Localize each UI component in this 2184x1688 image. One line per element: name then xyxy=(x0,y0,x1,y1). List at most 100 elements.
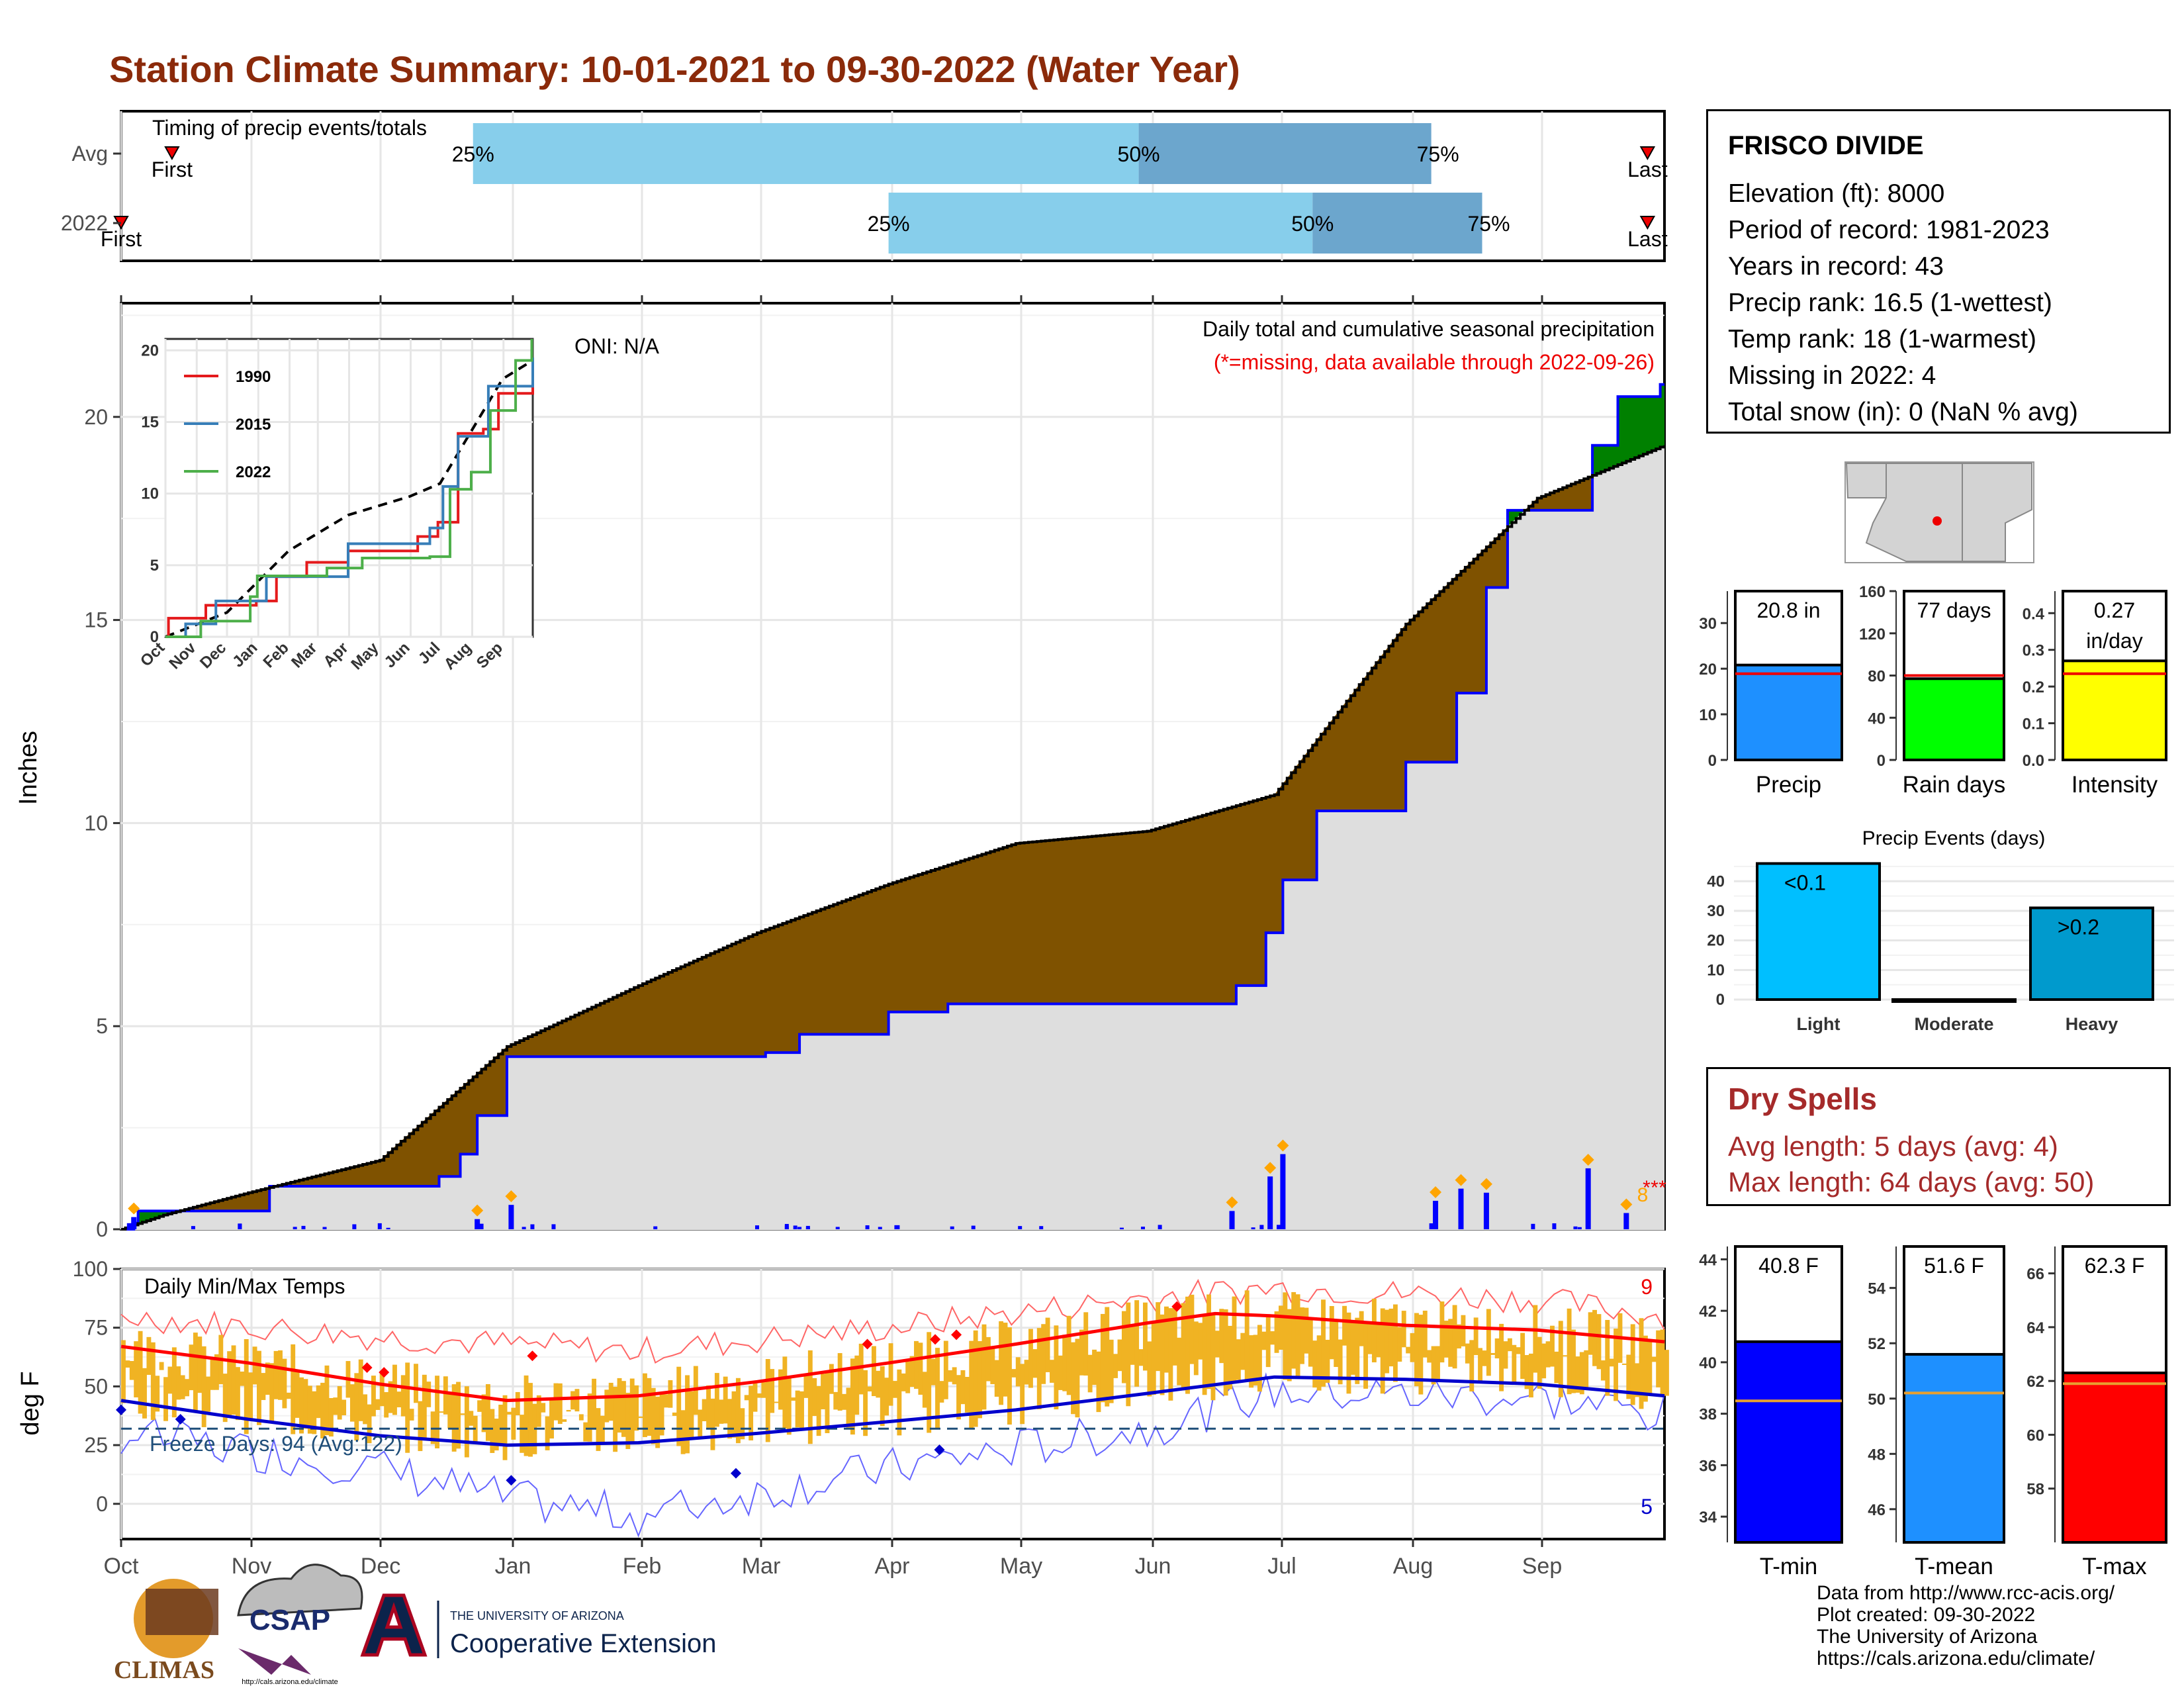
daily-temp-range xyxy=(392,1364,397,1415)
daily-temp-range xyxy=(1113,1354,1118,1378)
daily-temp-range xyxy=(1177,1337,1182,1385)
daily-temp-range xyxy=(574,1389,580,1412)
daily-temp-range xyxy=(1244,1290,1250,1382)
daily-temp-range xyxy=(592,1378,597,1430)
daily-temp-range xyxy=(1457,1324,1461,1349)
daily-temp-range xyxy=(295,1372,300,1418)
temp-summary-bars: 34 36 38 40 42 44 40.8 F T-min 46 48 50 52 54 51.6 F T… xyxy=(1699,1245,2167,1579)
station-precip-rank: Precip rank: 16.5 (1-wettest) xyxy=(1728,289,2052,317)
daily-temp-range xyxy=(680,1410,686,1454)
events-ytick-label: 0 xyxy=(1716,991,1725,1009)
daily-temp-range xyxy=(1121,1311,1126,1383)
station-info-box: FRISCO DIVIDE Elevation (ft): 8000 Perio… xyxy=(1706,109,2171,434)
daily-temp-range xyxy=(583,1422,588,1442)
events-ytick-label: 20 xyxy=(1707,932,1725,950)
daily-temp-range xyxy=(422,1374,427,1440)
timing-p75-label: 75% xyxy=(1417,142,1459,166)
summary-label-T-max: T-max xyxy=(2082,1554,2147,1579)
summary-value2-Intensity: in/day xyxy=(2086,629,2142,653)
daily-precip-small xyxy=(238,1223,242,1229)
daily-temp-range xyxy=(541,1403,546,1413)
timing-chart: 25% 50% 75% First Last Avg 25% 50% 75% First Last 2… xyxy=(61,110,1668,262)
footer-line-url: https://cals.arizona.edu/climate/ xyxy=(1817,1648,2095,1669)
daily-temp-range xyxy=(520,1415,525,1453)
summary-label-Intensity: Intensity xyxy=(2071,772,2158,798)
daily-temp-range xyxy=(333,1397,338,1415)
daily-temp-range xyxy=(1609,1358,1614,1367)
timing-bar-lower-2022 xyxy=(888,193,1313,254)
daily-temp-range xyxy=(553,1383,559,1421)
record-high-band xyxy=(120,1278,1665,1364)
daily-temp-range xyxy=(291,1344,296,1434)
record-low-count: 5 xyxy=(1641,1495,1653,1519)
summary-ytick-label: 58 xyxy=(2026,1481,2044,1499)
last-marker-Avg xyxy=(1639,146,1656,161)
record-low-marker xyxy=(934,1444,945,1456)
summary-ytick-label: 30 xyxy=(1699,615,1717,633)
daily-precip-small xyxy=(530,1224,535,1229)
daily-temp-range xyxy=(1558,1321,1563,1397)
daily-temp-range xyxy=(1236,1339,1241,1380)
daily-precip-small xyxy=(1531,1223,1535,1229)
station-snow: Total snow (in): 0 (NaN % avg) xyxy=(1728,398,2078,426)
daily-precip-small xyxy=(1573,1226,1578,1229)
summary-ytick-label: 64 xyxy=(2026,1319,2044,1337)
daily-precip-bar xyxy=(508,1205,514,1229)
daily-precip-marker xyxy=(471,1204,484,1217)
daily-temp-range xyxy=(1193,1321,1199,1376)
daily-temp-range xyxy=(634,1385,639,1431)
freeze-days-label: Freeze Days: 94 (Avg:122) xyxy=(150,1432,402,1456)
climas-logo-shape xyxy=(146,1589,218,1635)
daily-temp-range xyxy=(825,1371,830,1434)
daily-temp-range xyxy=(142,1368,147,1419)
daily-temp-range xyxy=(206,1376,211,1412)
daily-temp-range xyxy=(231,1345,236,1415)
daily-temp-range xyxy=(528,1383,533,1457)
summary-ytick-label: 50 xyxy=(1868,1391,1886,1409)
daily-temp-range xyxy=(1422,1310,1428,1358)
daily-temp-range xyxy=(1490,1352,1496,1355)
daily-temp-range xyxy=(1007,1327,1012,1425)
daily-temp-range xyxy=(125,1360,130,1368)
daily-temp-range xyxy=(1656,1330,1661,1387)
summary-ytick-label: 66 xyxy=(2026,1266,2044,1284)
daily-temp-range xyxy=(901,1373,906,1391)
record-high-count: 9 xyxy=(1641,1275,1653,1299)
daily-temp-range xyxy=(1096,1351,1101,1413)
daily-precip-bar xyxy=(126,1223,132,1229)
daily-temp-range xyxy=(740,1408,745,1440)
daily-temp-range xyxy=(1563,1355,1568,1357)
station-location-dot xyxy=(1933,516,1942,526)
daily-temp-range xyxy=(1533,1305,1538,1373)
daily-precip-small xyxy=(1259,1225,1264,1229)
daily-temp-range xyxy=(435,1376,439,1448)
daily-temp-range xyxy=(676,1366,682,1446)
observed-cumulative-line xyxy=(121,383,1664,1231)
daily-temp-range xyxy=(523,1375,529,1456)
daily-temp-range xyxy=(1058,1355,1063,1390)
inset-ytick-label: 5 xyxy=(150,557,159,575)
daily-temp-range xyxy=(1626,1354,1631,1399)
record-high-marker xyxy=(527,1350,538,1362)
daily-temp-range xyxy=(320,1382,325,1438)
timing-p75-label: 75% xyxy=(1467,212,1510,236)
summary-ytick-label: 34 xyxy=(1699,1509,1717,1526)
temp-xtick-label: Jul xyxy=(1267,1554,1296,1579)
daily-temp-range xyxy=(1605,1320,1610,1396)
daily-temp-range xyxy=(786,1376,792,1435)
daily-precip-bar xyxy=(1267,1176,1273,1229)
events-bar-Moderate xyxy=(1891,998,2017,1003)
daily-temp-range xyxy=(778,1369,783,1410)
daily-temp-range xyxy=(659,1393,664,1436)
daily-temp-range xyxy=(1367,1324,1373,1354)
timing-p25-label: 25% xyxy=(452,142,494,166)
inset-legend-label: 2022 xyxy=(236,463,271,481)
summary-ytick-label: 52 xyxy=(1868,1335,1886,1353)
daily-temp-range xyxy=(1261,1331,1267,1350)
daily-temp-range xyxy=(1363,1323,1369,1389)
daily-temp-range xyxy=(1596,1314,1602,1370)
daily-temp-range xyxy=(1478,1348,1482,1382)
daily-temp-range xyxy=(1647,1340,1653,1396)
precip-ytick-label-3: 15 xyxy=(84,608,108,632)
summary-ytick-label: 38 xyxy=(1699,1406,1717,1424)
